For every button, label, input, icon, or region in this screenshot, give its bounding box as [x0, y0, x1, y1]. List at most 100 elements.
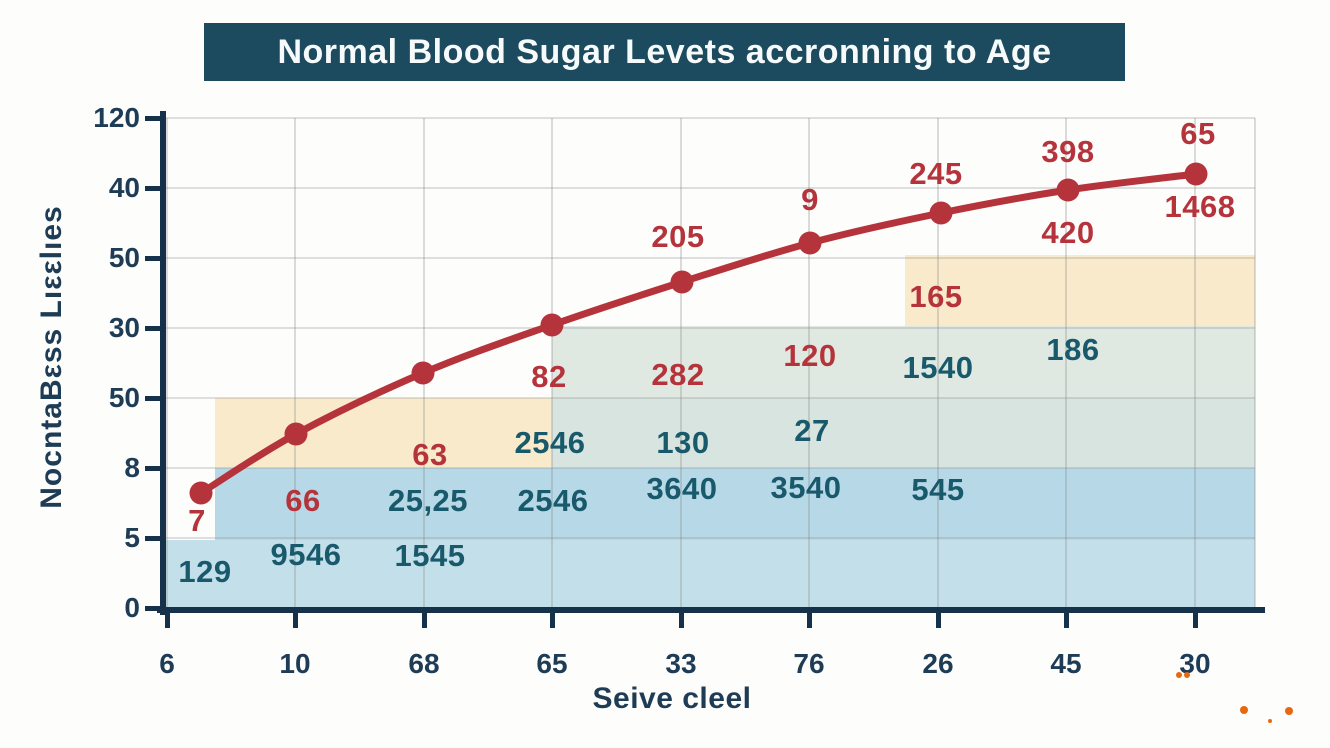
- y-tick-label: 5: [124, 522, 140, 553]
- value-label-red: 82: [531, 359, 567, 394]
- data-point-marker: [1184, 162, 1208, 186]
- value-label-red: 66: [285, 483, 321, 518]
- y-tick-label: 30: [108, 312, 140, 343]
- zone-label-teal: 25,25: [387, 483, 469, 518]
- zone-label-teal: 1540: [902, 350, 974, 385]
- x-tick-label: 76: [793, 648, 825, 679]
- zone-label-teal: 3640: [646, 471, 718, 506]
- grid-line-vertical: [808, 118, 810, 608]
- data-point-marker: [1056, 178, 1080, 202]
- grid-line-vertical: [551, 118, 553, 608]
- zone-label-teal: 186: [1046, 332, 1100, 367]
- zone-label-teal: 2546: [517, 483, 589, 518]
- title-banner: Normal Blood Sugar Levets accronning to …: [204, 23, 1125, 81]
- value-label-red: 420: [1041, 215, 1095, 250]
- value-label-red: 1468: [1164, 189, 1236, 224]
- x-axis-title: Seive cleel: [592, 682, 752, 715]
- value-label-red: 165: [909, 279, 963, 314]
- grid-line-horizontal: [163, 537, 1255, 539]
- x-axis-tick: [550, 613, 555, 628]
- x-axis-tick: [936, 613, 941, 628]
- zone-label-teal: 545: [911, 472, 965, 507]
- value-label-red: 7: [188, 503, 206, 538]
- x-axis-line: [157, 607, 1265, 613]
- value-label-red: 65: [1180, 116, 1216, 151]
- zone-blue-bottom: [163, 540, 1255, 608]
- grid-line-vertical: [1065, 118, 1067, 608]
- artifact-orange-dot: [1285, 707, 1293, 715]
- grid-line-horizontal: [163, 327, 1255, 329]
- y-axis-tick: [145, 116, 160, 121]
- grid-line-horizontal: [163, 397, 1255, 399]
- x-tick-label: 45: [1050, 648, 1082, 679]
- y-axis-title: NocntaBεss Lıεεlıes: [35, 205, 68, 509]
- x-tick-label: 65: [536, 648, 568, 679]
- x-tick-label: 10: [279, 648, 311, 679]
- zone-label-teal: 130: [656, 425, 710, 460]
- zone-teal-upper: [552, 326, 1255, 398]
- grid-line-vertical: [1254, 118, 1256, 608]
- grid-line-vertical: [680, 118, 682, 608]
- y-axis-tick: [145, 396, 160, 401]
- data-point-marker: [411, 361, 435, 385]
- y-tick-label: 8: [124, 452, 140, 483]
- grid-line-vertical: [166, 118, 168, 608]
- value-label-red: 63: [412, 437, 448, 472]
- x-tick-label: 26: [922, 648, 954, 679]
- zone-label-teal: 2546: [514, 425, 586, 460]
- artifact-orange-dot: [1176, 672, 1182, 678]
- zone-label-teal: 129: [178, 554, 232, 589]
- zone-label-teal: 27: [794, 413, 830, 448]
- value-label-red: 282: [651, 357, 705, 392]
- y-tick-label: 50: [108, 382, 140, 413]
- y-tick-label: 40: [108, 172, 140, 203]
- zone-tan-right: [905, 255, 1255, 326]
- zone-tan-left: [215, 398, 552, 468]
- x-tick-label: 33: [665, 648, 697, 679]
- value-label-red: 9: [801, 182, 819, 217]
- grid-line-vertical: [294, 118, 296, 608]
- artifact-orange-dot: [1184, 672, 1190, 678]
- grid-line-vertical: [1194, 118, 1196, 608]
- x-axis-tick: [165, 613, 170, 628]
- x-axis-tick: [422, 613, 427, 628]
- data-point-marker: [929, 201, 953, 225]
- x-tick-label: 6: [159, 648, 175, 679]
- grid-line-horizontal: [163, 117, 1255, 119]
- grid-line-horizontal: [163, 187, 1255, 189]
- y-axis-line: [160, 111, 166, 615]
- x-tick-label: 68: [408, 648, 440, 679]
- y-axis-tick: [145, 606, 160, 611]
- y-tick-label: 120: [93, 102, 140, 133]
- y-axis-tick: [145, 256, 160, 261]
- y-axis-tick: [145, 536, 160, 541]
- chart-title: Normal Blood Sugar Levets accronning to …: [277, 32, 1052, 71]
- value-label-red: 398: [1041, 134, 1095, 169]
- y-axis-tick: [145, 466, 160, 471]
- grid-line-horizontal: [163, 467, 1255, 469]
- y-axis-tick: [145, 186, 160, 191]
- artifact-orange-dot: [1240, 706, 1248, 714]
- y-tick-label: 50: [108, 242, 140, 273]
- zone-label-teal: 9546: [270, 537, 342, 572]
- value-label-red: 205: [651, 219, 705, 254]
- x-axis-tick: [1064, 613, 1069, 628]
- data-point-marker: [540, 313, 564, 337]
- data-point-marker: [284, 422, 308, 446]
- data-point-marker: [670, 270, 694, 294]
- value-label-red: 245: [909, 156, 963, 191]
- y-tick-label: 0: [124, 592, 140, 623]
- y-axis-tick: [145, 326, 160, 331]
- x-axis-tick: [293, 613, 298, 628]
- zone-label-teal: 1545: [394, 538, 466, 573]
- data-point-marker: [798, 231, 822, 255]
- value-label-red: 120: [783, 338, 837, 373]
- x-axis-tick: [1193, 613, 1198, 628]
- grid-line-horizontal: [163, 257, 1255, 259]
- zone-teal-lower: [552, 398, 1255, 468]
- zone-label-teal: 3540: [770, 470, 842, 505]
- artifact-orange-dot: [1268, 719, 1272, 723]
